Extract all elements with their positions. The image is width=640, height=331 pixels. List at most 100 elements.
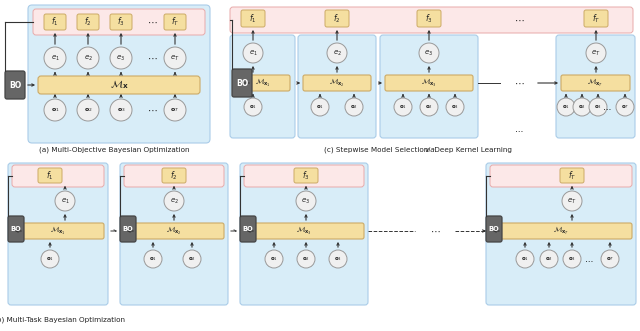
FancyBboxPatch shape [44,14,66,30]
Text: (b) Multi-Task Bayesian Optimization: (b) Multi-Task Bayesian Optimization [0,317,125,323]
Text: $\mathcal{M}_{\mathbf{x}_2}$: $\mathcal{M}_{\mathbf{x}_2}$ [329,77,345,89]
Text: $e_2$: $e_2$ [333,48,342,58]
Text: $e_1$: $e_1$ [61,196,70,206]
Ellipse shape [44,47,66,69]
FancyBboxPatch shape [12,223,104,239]
FancyBboxPatch shape [380,35,478,138]
FancyBboxPatch shape [240,216,256,242]
Text: $\cdots$: $\cdots$ [584,255,594,263]
FancyBboxPatch shape [5,71,25,99]
Ellipse shape [77,47,99,69]
FancyBboxPatch shape [235,75,290,91]
Ellipse shape [297,250,315,268]
Ellipse shape [77,99,99,121]
FancyBboxPatch shape [244,223,364,239]
Ellipse shape [329,250,347,268]
FancyBboxPatch shape [120,163,228,305]
Text: (c) Stepwise Model Selection: (c) Stepwise Model Selection [323,147,430,153]
Text: $f_T$: $f_T$ [568,169,576,182]
FancyBboxPatch shape [77,14,99,30]
FancyBboxPatch shape [385,75,473,91]
Ellipse shape [446,98,464,116]
Text: BO: BO [11,226,21,232]
Ellipse shape [110,47,132,69]
FancyBboxPatch shape [241,10,265,27]
Ellipse shape [557,98,575,116]
Text: $f_3$: $f_3$ [117,16,125,28]
Ellipse shape [394,98,412,116]
Text: $\mathbf{o}_2$: $\mathbf{o}_2$ [302,255,310,263]
FancyBboxPatch shape [164,14,186,30]
FancyBboxPatch shape [8,163,108,305]
Text: $e_1$: $e_1$ [51,53,60,63]
Text: $\mathbf{o}_1$: $\mathbf{o}_1$ [149,255,157,263]
Ellipse shape [540,250,558,268]
Text: $\mathcal{M}_{\mathbf{x}_3}$: $\mathcal{M}_{\mathbf{x}_3}$ [296,225,312,237]
Text: BO: BO [123,226,133,232]
Ellipse shape [164,191,184,211]
Text: $\cdots$: $\cdots$ [514,78,524,88]
Ellipse shape [164,99,186,121]
Text: BO: BO [243,226,253,232]
Ellipse shape [244,98,262,116]
Text: $\mathcal{M}_{\mathbf{x}_1}$: $\mathcal{M}_{\mathbf{x}_1}$ [50,225,66,237]
FancyBboxPatch shape [298,35,376,138]
Ellipse shape [311,98,329,116]
Text: $e_2$: $e_2$ [170,196,179,206]
Ellipse shape [183,250,201,268]
FancyBboxPatch shape [244,165,364,187]
FancyBboxPatch shape [303,75,371,91]
Text: $\mathbf{o}_1$: $\mathbf{o}_1$ [521,255,529,263]
FancyBboxPatch shape [584,10,608,27]
Text: $f_1$: $f_1$ [51,16,59,28]
Text: $\mathbf{o}_2$: $\mathbf{o}_2$ [188,255,196,263]
Text: $\mathbf{o}_2$: $\mathbf{o}_2$ [425,103,433,111]
Text: $\cdots$: $\cdots$ [429,226,440,236]
Ellipse shape [573,98,591,116]
Text: $\mathbf{o}_1$: $\mathbf{o}_1$ [270,255,278,263]
Text: Deep Kernel Learning: Deep Kernel Learning [432,147,512,153]
Ellipse shape [601,250,619,268]
Text: $\mathbf{o}_2$: $\mathbf{o}_2$ [578,103,586,111]
Text: $\mathbf{o}_3$: $\mathbf{o}_3$ [116,106,125,114]
FancyBboxPatch shape [230,7,633,33]
Ellipse shape [589,98,607,116]
FancyBboxPatch shape [486,216,502,242]
Text: $\mathbf{o}_3$: $\mathbf{o}_3$ [334,255,342,263]
Text: $e_3$: $e_3$ [424,48,433,58]
Ellipse shape [562,191,582,211]
Text: $\mathbf{o}_3$: $\mathbf{o}_3$ [568,255,576,263]
Text: $\cdots$: $\cdots$ [147,17,157,27]
Text: $\mathcal{M}_{\mathbf{x}_3}$: $\mathcal{M}_{\mathbf{x}_3}$ [421,77,437,89]
Ellipse shape [563,250,581,268]
Text: $f_3$: $f_3$ [425,12,433,25]
FancyBboxPatch shape [38,168,62,183]
FancyBboxPatch shape [294,168,318,183]
FancyBboxPatch shape [8,216,24,242]
Ellipse shape [243,43,263,63]
Text: $\mathbf{o}_1$: $\mathbf{o}_1$ [46,255,54,263]
Ellipse shape [296,191,316,211]
FancyBboxPatch shape [556,35,635,138]
FancyBboxPatch shape [124,165,224,187]
Text: $e_T$: $e_T$ [567,196,577,206]
Text: $\mathbf{o}_1$: $\mathbf{o}_1$ [249,103,257,111]
Text: BO: BO [236,78,248,87]
FancyBboxPatch shape [561,75,630,91]
Text: $\mathbf{o}_T$: $\mathbf{o}_T$ [621,103,629,111]
Ellipse shape [164,47,186,69]
Text: $\mathcal{M}_{\mathbf{x}_1}$: $\mathcal{M}_{\mathbf{x}_1}$ [255,77,270,89]
Text: $\mathbf{o}_1$: $\mathbf{o}_1$ [562,103,570,111]
Text: $e_1$: $e_1$ [248,48,257,58]
Text: $\mathcal{M}_{\mathbf{x}_T}$: $\mathcal{M}_{\mathbf{x}_T}$ [553,225,569,237]
Text: $e_T$: $e_T$ [170,53,180,63]
FancyBboxPatch shape [28,5,210,143]
Ellipse shape [44,99,66,121]
Text: $e_T$: $e_T$ [591,48,601,58]
Text: (a) Multi-Objective Bayesian Optimization: (a) Multi-Objective Bayesian Optimizatio… [39,147,189,153]
Text: $f_T$: $f_T$ [171,16,179,28]
Ellipse shape [345,98,363,116]
FancyBboxPatch shape [33,9,205,35]
FancyBboxPatch shape [240,163,368,305]
Text: $f_3$: $f_3$ [302,169,310,182]
